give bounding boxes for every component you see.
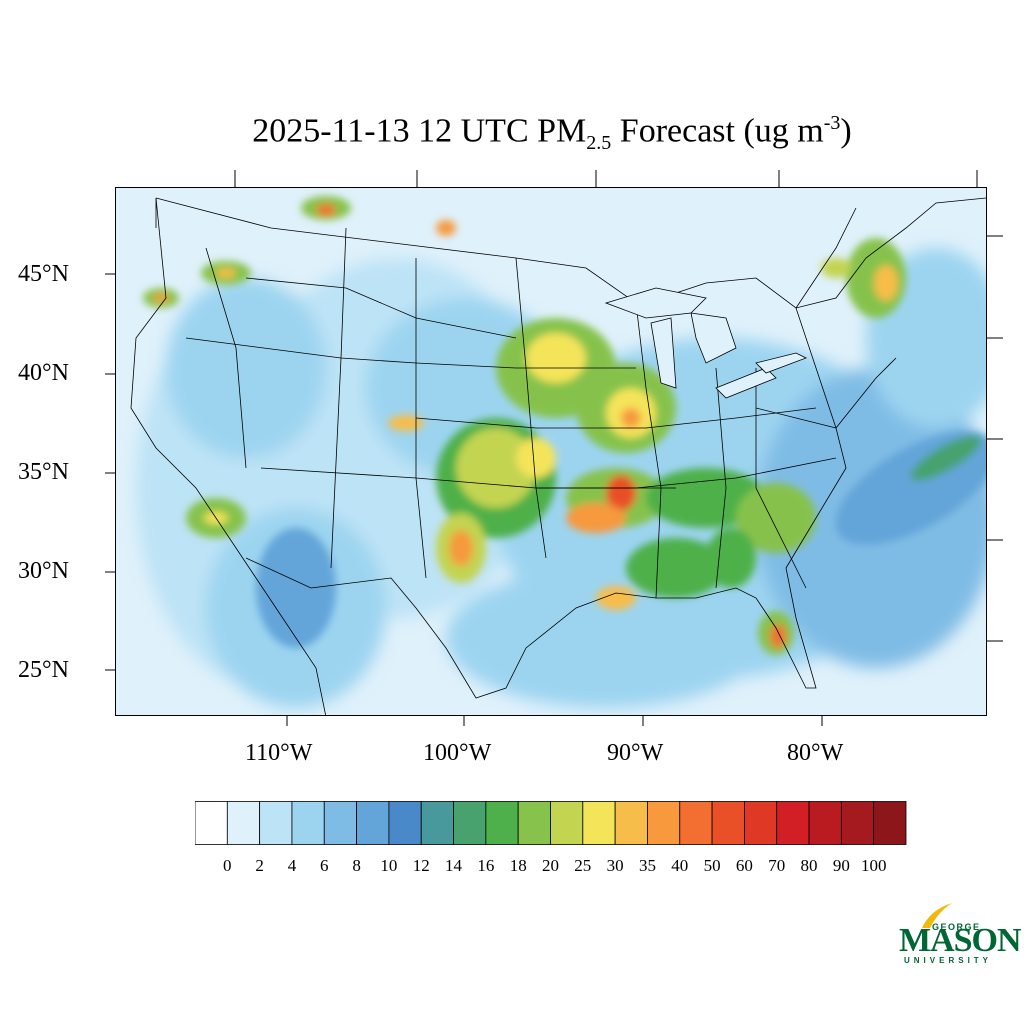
lon-label-90w: 90°W xyxy=(607,740,664,766)
logo-mason-text: MASON xyxy=(899,922,1022,959)
pm25-field-map xyxy=(130,196,986,715)
colorbar-swatch xyxy=(614,801,648,845)
state-boundaries xyxy=(130,197,986,715)
colorbar-swatch xyxy=(323,801,357,845)
colorbar-tick-label: 12 xyxy=(412,856,430,875)
colorbar-tick-label: 16 xyxy=(477,856,495,875)
map-title: 2025-11-13 12 UTC PM2.5 Forecast (ug m-3… xyxy=(0,112,1024,155)
title-prefix: 2025-11-13 12 UTC PM xyxy=(252,112,587,150)
logo-swoosh-icon xyxy=(922,903,952,928)
lat-label-30n: 30°N xyxy=(18,558,69,584)
colorbar-tick-label: 6 xyxy=(320,856,329,875)
colorbar-swatch xyxy=(873,801,907,845)
colorbar-tick-label: 18 xyxy=(509,856,527,875)
colorbar-tick-label: 70 xyxy=(768,856,786,875)
colorbar-swatch xyxy=(647,801,681,845)
colorbar-swatch xyxy=(291,801,325,845)
colorbar-tick-label: 0 xyxy=(223,856,232,875)
colorbar-swatch xyxy=(711,801,745,845)
colorbar-tick-label: 25 xyxy=(574,856,592,875)
colorbar-tick-label: 30 xyxy=(606,856,624,875)
colorbar-tick-label: 35 xyxy=(639,856,656,875)
lat-label-35n: 35°N xyxy=(18,459,69,485)
logo-george-text: GEORGE xyxy=(932,922,981,932)
colorbar-tick-label: 14 xyxy=(445,856,462,875)
lon-label-80w: 80°W xyxy=(787,740,844,766)
lat-label-45n: 45°N xyxy=(18,261,69,287)
colorbar-tick-label: 8 xyxy=(352,856,361,875)
colorbar-tick-label: 60 xyxy=(735,856,753,875)
colorbar-tick-label: 2 xyxy=(255,856,264,875)
colorbar-swatch xyxy=(808,801,842,845)
colorbar-tick-label: 80 xyxy=(800,856,818,875)
title-middle: Forecast (ug m xyxy=(611,112,824,150)
colorbar-swatch xyxy=(356,801,390,845)
colorbar-swatch xyxy=(453,801,487,845)
colorbar-swatch xyxy=(195,801,228,845)
colorbar-swatch xyxy=(420,801,454,845)
colorbar-swatch xyxy=(388,801,422,845)
colorbar-swatch xyxy=(679,801,713,845)
colorbar-tick-label: 4 xyxy=(287,856,297,875)
lon-label-100w: 100°W xyxy=(423,740,492,766)
colorbar-swatch xyxy=(550,801,584,845)
colorbar-swatch xyxy=(776,801,810,845)
colorbar-swatch xyxy=(226,801,261,845)
colorbar-swatch xyxy=(582,801,616,845)
lon-label-110w: 110°W xyxy=(245,740,313,766)
map-panel xyxy=(115,187,987,716)
great-lakes xyxy=(604,287,807,399)
george-mason-logo: GEORGE MASON UNIVERSITY xyxy=(896,900,1022,970)
colorbar-tick-label: 40 xyxy=(671,856,689,875)
colorbar-tick-label: 90 xyxy=(832,856,850,875)
colorbar-swatch xyxy=(744,801,778,845)
colorbar-swatch xyxy=(517,801,551,845)
colorbar-tick-label: 100 xyxy=(860,856,887,875)
lat-label-40n: 40°N xyxy=(18,360,69,386)
background-concentration-field xyxy=(136,248,986,708)
title-suffix: ) xyxy=(840,112,852,150)
lat-label-25n: 25°N xyxy=(18,657,69,683)
colorbar-tick-label: 10 xyxy=(380,856,398,875)
colorbar-swatch xyxy=(840,801,875,845)
colorbar-tick-label: 50 xyxy=(703,856,721,875)
colorbar-tick-label: 20 xyxy=(542,856,559,875)
title-superscript: -3 xyxy=(823,112,841,134)
colorbar-swatch xyxy=(259,801,293,845)
high-concentration-blobs xyxy=(143,196,986,655)
colorbar xyxy=(195,801,907,845)
colorbar-swatch xyxy=(485,801,519,845)
logo-university-text: UNIVERSITY xyxy=(904,956,993,965)
title-subscript: 2.5 xyxy=(586,132,612,155)
